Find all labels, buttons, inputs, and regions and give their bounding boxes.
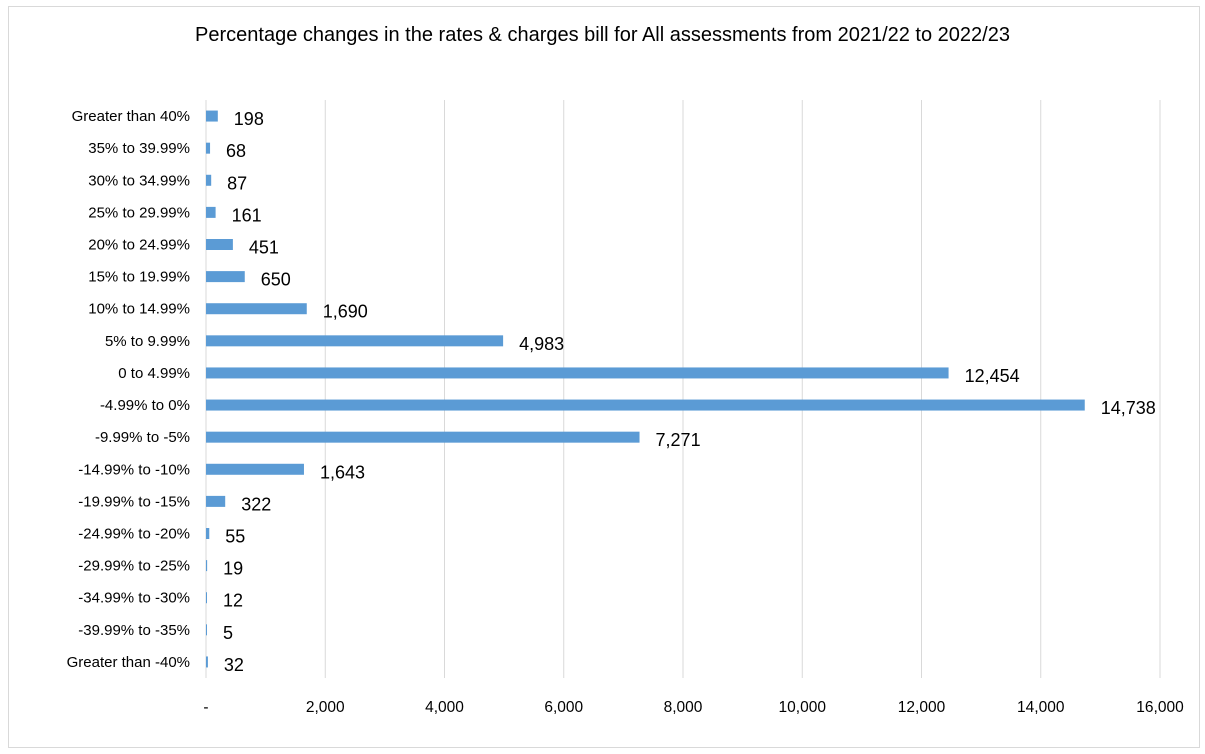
data-label: 12,454: [965, 366, 1020, 386]
x-tick-label: 2,000: [306, 699, 345, 716]
bar: [206, 239, 233, 250]
data-label: 1,690: [323, 302, 368, 322]
bar: [206, 399, 1085, 411]
category-label: Greater than -40%: [67, 654, 190, 671]
data-label: 1,643: [320, 462, 365, 482]
category-label: 25% to 29.99%: [88, 204, 190, 221]
data-label: 32: [224, 655, 244, 675]
category-label: 5% to 9.99%: [105, 333, 190, 350]
data-label: 7,271: [656, 430, 701, 450]
data-label: 650: [261, 270, 291, 290]
data-label: 198: [234, 109, 264, 129]
category-label: 15% to 19.99%: [88, 269, 190, 286]
category-label: 20% to 24.99%: [88, 237, 190, 254]
data-label: 19: [223, 559, 243, 579]
bar: [206, 463, 304, 475]
bar: [206, 528, 210, 539]
category-label: -9.99% to -5%: [95, 429, 190, 446]
chart-title: Percentage changes in the rates & charge…: [195, 24, 1010, 46]
data-label: 12: [223, 591, 243, 611]
category-label: -14.99% to -10%: [78, 461, 190, 478]
bar: [206, 110, 218, 122]
bar: [206, 367, 949, 379]
category-label: -19.99% to -15%: [78, 493, 190, 510]
bar: [206, 656, 208, 668]
data-label: 55: [225, 527, 245, 547]
category-label: -34.99% to -30%: [78, 590, 190, 607]
bar: [206, 560, 208, 572]
x-tick-label: 8,000: [664, 699, 703, 716]
x-tick-label: 6,000: [544, 699, 583, 716]
data-label: 87: [227, 173, 247, 193]
data-label: 68: [226, 141, 246, 161]
category-label: Greater than 40%: [72, 108, 190, 125]
bar: [206, 206, 216, 218]
data-label: 451: [249, 238, 279, 258]
bar: [206, 303, 307, 315]
x-tick-label: 4,000: [425, 699, 464, 716]
data-label: 14,738: [1101, 398, 1156, 418]
x-tick-label: 12,000: [898, 699, 946, 716]
bar: [206, 335, 504, 347]
data-label: 322: [241, 494, 271, 514]
category-label: -4.99% to 0%: [100, 397, 190, 414]
bar: [206, 495, 226, 507]
bar: [206, 431, 640, 443]
category-label: 30% to 34.99%: [88, 172, 190, 189]
category-label: -24.99% to -20%: [78, 526, 190, 543]
bar: [206, 592, 207, 604]
category-label: 35% to 39.99%: [88, 140, 190, 157]
bar: [206, 174, 212, 186]
x-tick-label: 14,000: [1017, 699, 1065, 716]
category-label: 0 to 4.99%: [118, 365, 190, 382]
bar: [206, 271, 245, 283]
x-tick-label: -: [203, 699, 208, 716]
category-label: -29.99% to -25%: [78, 558, 190, 575]
bar: [206, 624, 207, 636]
category-label: -39.99% to -35%: [78, 622, 190, 639]
bar: [206, 142, 211, 154]
category-label: 10% to 14.99%: [88, 301, 190, 318]
x-tick-label: 10,000: [779, 699, 827, 716]
data-label: 4,983: [519, 334, 564, 354]
data-label: 161: [232, 205, 262, 225]
data-label: 5: [223, 623, 233, 643]
x-tick-label: 16,000: [1136, 699, 1184, 716]
